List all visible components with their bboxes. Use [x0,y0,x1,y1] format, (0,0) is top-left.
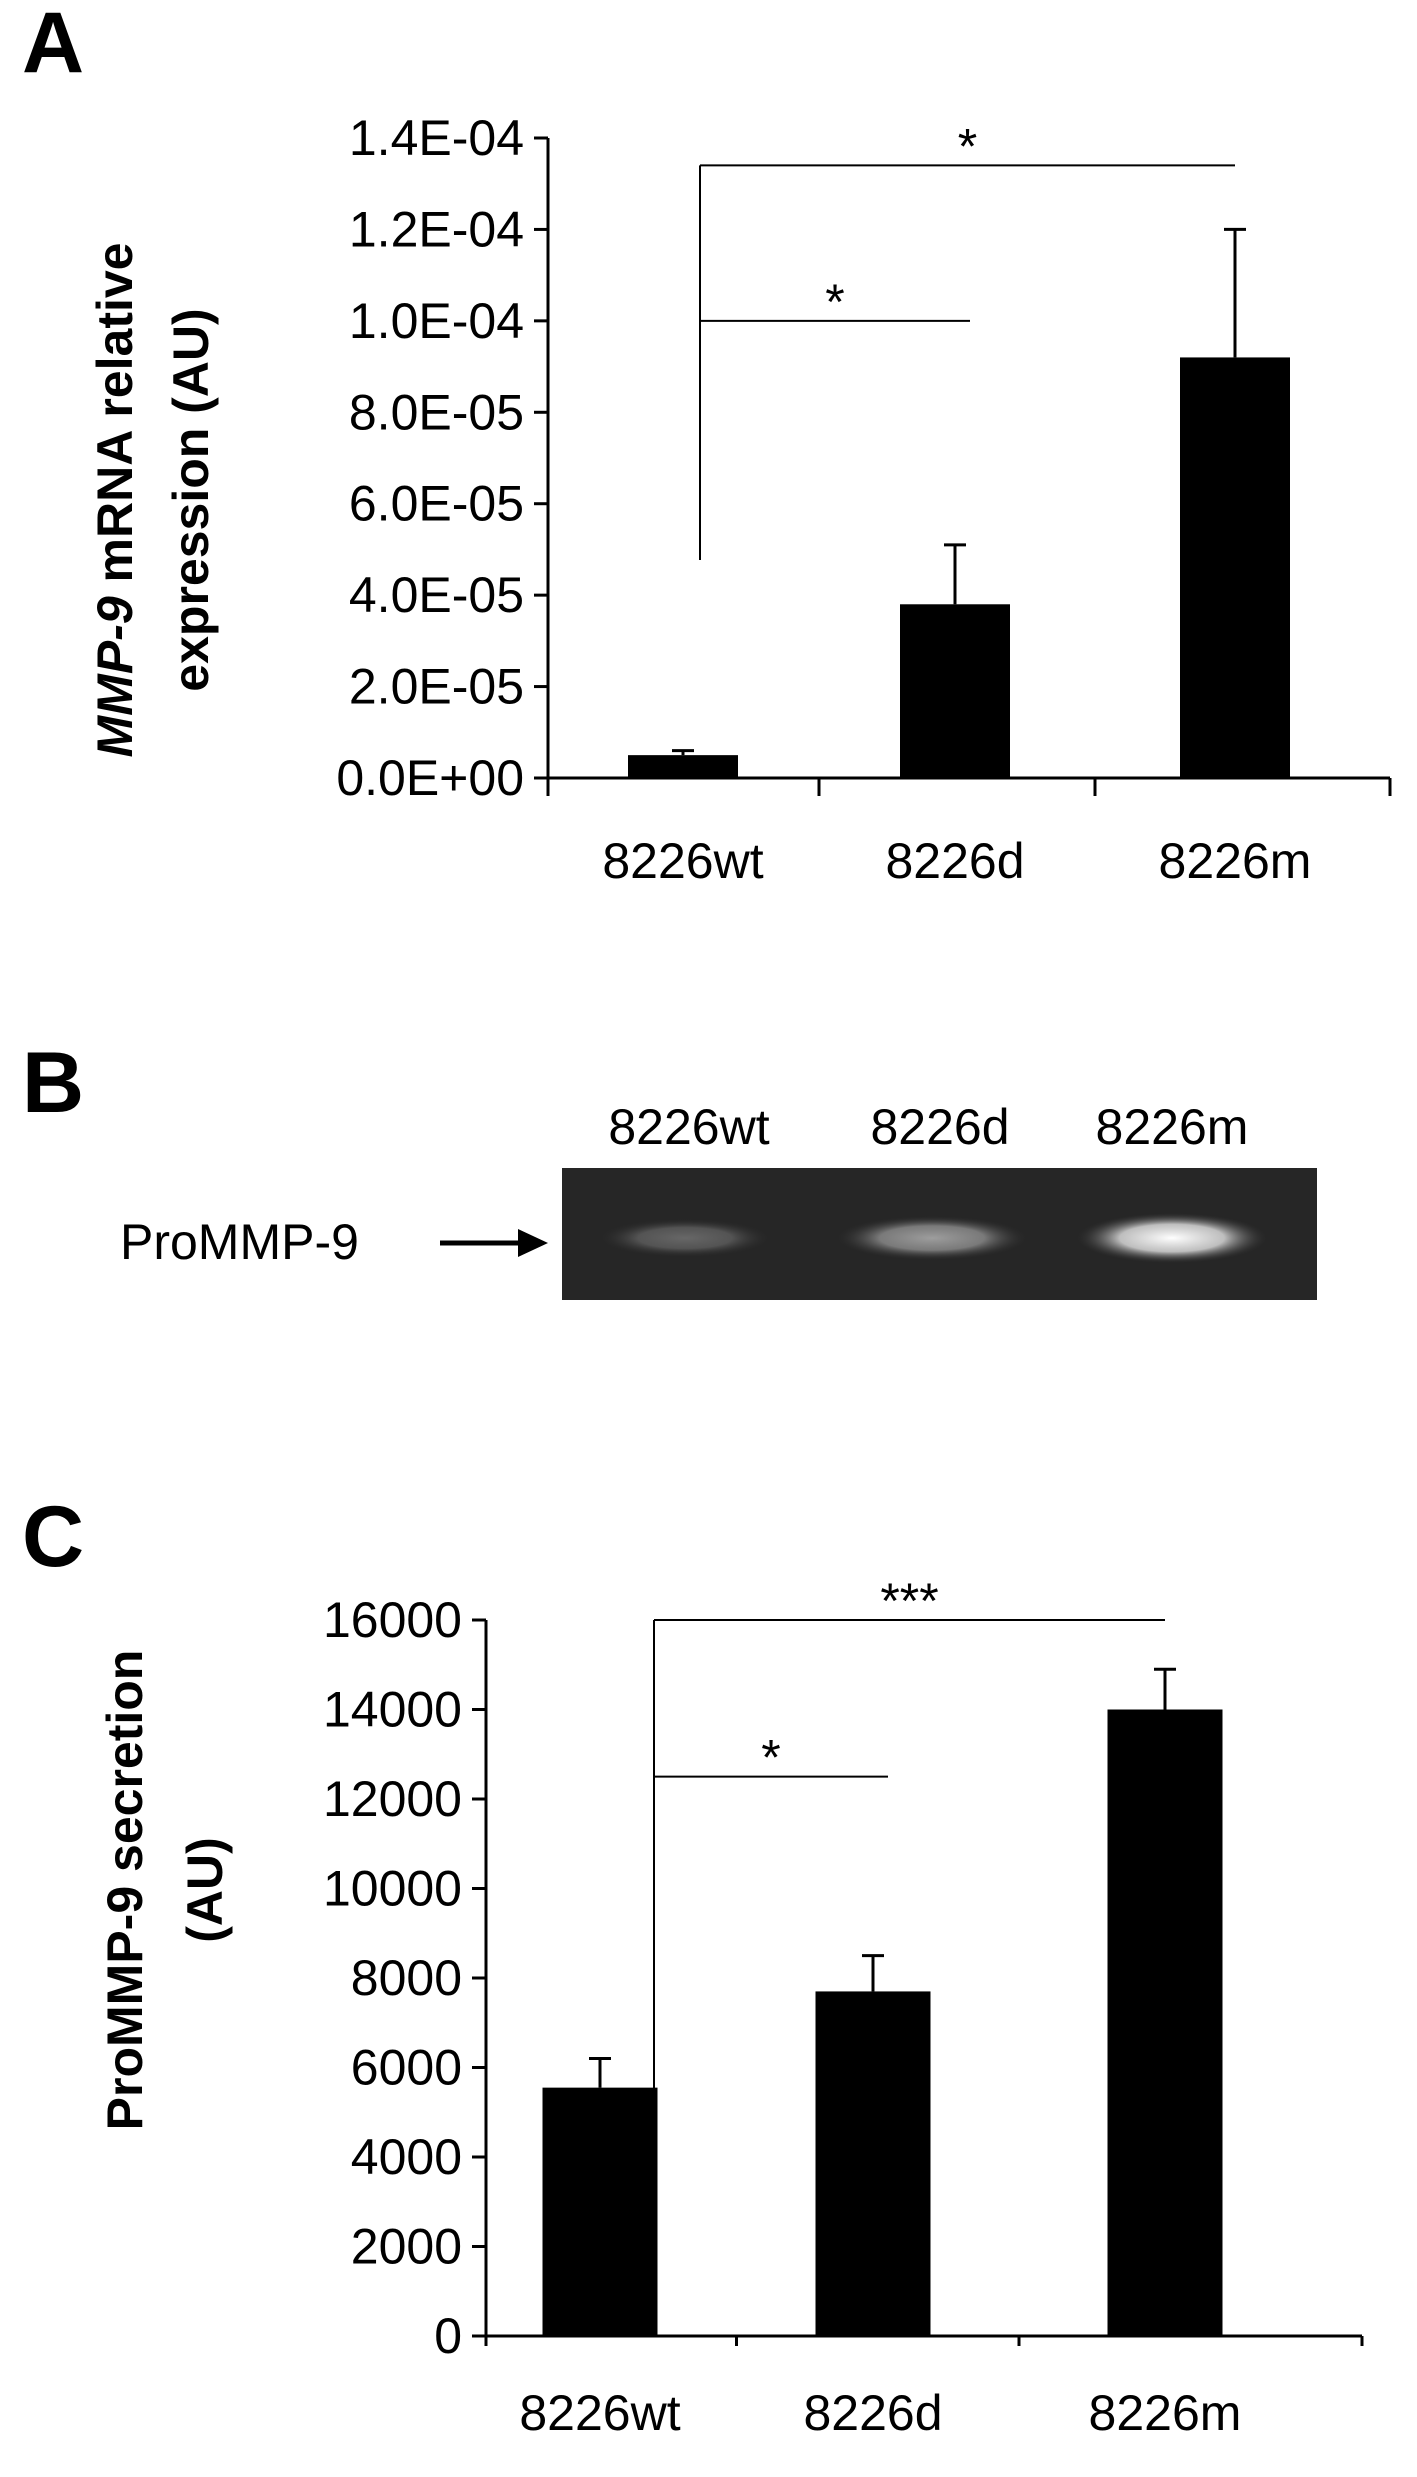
y-tick-label: 4.0E-05 [349,567,524,623]
bar-8226m [1107,1709,1223,2336]
y-tick-label: 1.4E-04 [349,110,524,166]
panel-c-y-axis-label-line2: (AU) [177,1837,233,1943]
panel-a-bars [628,357,1290,778]
significance-label: * [825,274,844,330]
panel-a-significance: ** [699,118,1235,560]
category-label-8226d: 8226d [885,833,1024,889]
y-tick-label: 2000 [351,2219,462,2275]
y-tick-label: 12000 [323,1771,462,1827]
significance-label: * [761,1730,780,1786]
panel-a-error-bars [672,227,1246,756]
panel-c-axes [484,1620,1364,2346]
panel-b-gel: B 8226wt 8226d 8226m ProMMP-9 [22,1035,1317,1300]
gel-band-8226m [1077,1213,1267,1263]
y-tick-label: 4000 [351,2129,462,2185]
panel-a-letter: A [22,0,84,91]
category-label-8226m: 8226m [1159,833,1312,889]
panel-a-y-axis-label-rest: mRNA relative [87,243,143,597]
category-label-8226d: 8226d [803,2385,942,2441]
bar-8226d [815,1991,931,2336]
panel-a-y-ticks: 0.0E+00 2.0E-05 4.0E-05 6.0E-05 8.0E-05 1.0E-… [336,110,548,806]
panel-a-y-axis-label-line2: expression (AU) [163,308,219,691]
category-label-8226m: 8226m [1089,2385,1242,2441]
panel-c-letter: C [22,1489,84,1585]
gel-lane-label-m: 8226m [1096,1099,1249,1155]
y-tick-label: 1.2E-04 [349,201,524,257]
panel-c-y-ticks: 0 2000 4000 6000 8000 10000 12000 14000 16000 [323,1592,486,2364]
significance-label: *** [880,1573,938,1629]
bar-8226wt [628,755,738,778]
gel-band-label: ProMMP-9 [120,1214,359,1270]
panel-a-y-axis-label: MMP-9 mRNA relative [87,243,143,758]
arrow-icon [440,1229,548,1257]
gel-lane-label-wt: 8226wt [608,1099,769,1155]
y-tick-label: 1.0E-04 [349,293,524,349]
bar-8226m [1180,357,1290,778]
panel-a-chart: A MMP-9 mRNA relative expression (AU) 0.… [22,0,1392,889]
bar-8226wt [542,2087,658,2336]
y-tick-label: 14000 [323,1682,462,1738]
panel-c-y-axis-label: ProMMP-9 secretion [97,1650,153,2131]
y-tick-label: 8000 [351,1950,462,2006]
panel-a-axes [546,138,1392,796]
y-tick-label: 8.0E-05 [349,384,524,440]
y-tick-label: 16000 [323,1592,462,1648]
y-tick-label: 6.0E-05 [349,476,524,532]
panel-b-letter: B [22,1035,84,1131]
panel-a-categories: 8226wt 8226d 8226m [602,833,1311,889]
panel-c-significance: **** [653,1573,1165,2162]
gel-lane-label-d: 8226d [870,1099,1009,1155]
panel-c-bars [542,1709,1223,2336]
significance-label: * [958,118,977,174]
y-tick-label: 0.0E+00 [336,750,524,806]
category-label-8226wt: 8226wt [519,2385,680,2441]
category-label-8226wt: 8226wt [602,833,763,889]
panel-c-categories: 8226wt 8226d 8226m [519,2385,1241,2441]
y-tick-label: 2.0E-05 [349,659,524,715]
panel-c-error-bars [589,1667,1176,2088]
panel-a-y-axis-label-italic: MMP-9 [87,596,143,757]
y-tick-label: 10000 [323,1861,462,1917]
gel-bands [600,1213,1267,1263]
gel-band-8226d [837,1216,1027,1260]
gel-band-8226wt [600,1219,770,1257]
bar-8226d [900,604,1010,778]
y-tick-label: 0 [434,2308,462,2364]
panel-c-chart: C ProMMP-9 secretion (AU) 0 2000 4000 6000 8… [22,1489,1364,2441]
y-tick-label: 6000 [351,2040,462,2096]
